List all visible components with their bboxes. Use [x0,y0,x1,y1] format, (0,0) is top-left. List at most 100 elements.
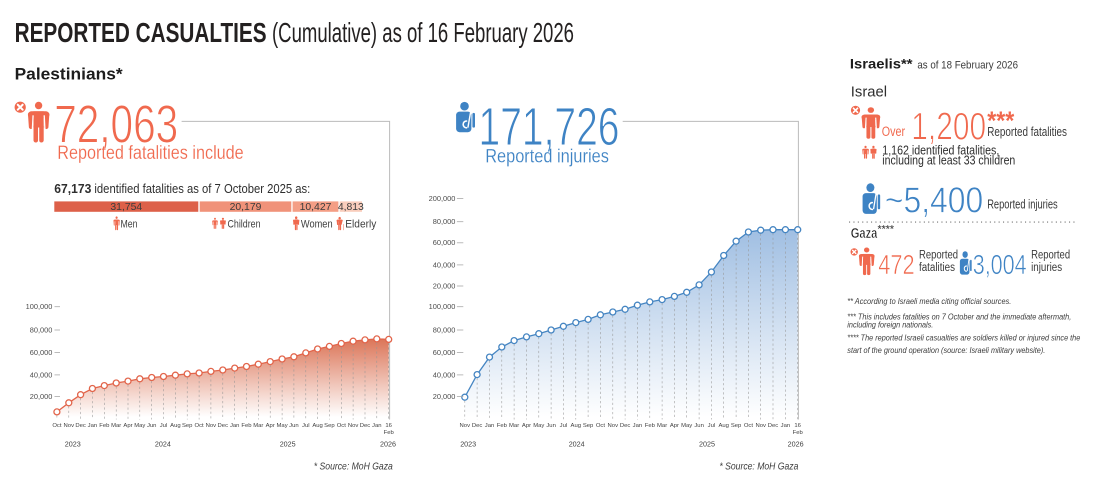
svg-text:including foreign nationals.: including foreign nationals. [847,320,933,330]
svg-text:* Source: MoH Gaza: * Source: MoH Gaza [314,461,393,473]
svg-text:Nov: Nov [206,423,217,429]
svg-text:Apr: Apr [522,423,531,429]
svg-text:2023: 2023 [65,440,81,449]
svg-text:Aug: Aug [312,423,322,429]
svg-text:Feb: Feb [99,423,110,429]
svg-text:Jan: Jan [485,423,495,429]
svg-text:10,427: 10,427 [300,202,332,213]
svg-text:Jun: Jun [546,423,556,429]
svg-text:60,000: 60,000 [433,238,456,247]
svg-text:2025: 2025 [699,440,715,449]
svg-text:Jul: Jul [560,423,568,429]
svg-text:Nov: Nov [608,423,619,429]
svg-text:Women: Women [301,218,333,230]
svg-text:40,000: 40,000 [433,370,456,379]
svg-text:2023: 2023 [460,440,476,449]
svg-text:Sep: Sep [583,423,594,429]
svg-text:Jul: Jul [708,423,716,429]
svg-text:Apr: Apr [123,423,132,429]
svg-text:60,000: 60,000 [433,348,456,357]
svg-text:Feb: Feb [384,430,395,436]
svg-text:Feb: Feb [497,423,508,429]
svg-text:Apr: Apr [670,423,679,429]
svg-text:Reported fatalities include: Reported fatalities include [57,143,243,164]
svg-text:Mar: Mar [657,423,667,429]
svg-text:Elderly: Elderly [345,218,377,230]
svg-text:Aug: Aug [571,423,581,429]
svg-text:Gaza: Gaza [851,225,878,242]
svg-text:4,813: 4,813 [338,202,364,213]
svg-text:2024: 2024 [569,440,585,449]
svg-text:80,000: 80,000 [30,325,53,334]
svg-text:Aug: Aug [170,423,180,429]
svg-text:Jul: Jul [302,423,310,429]
svg-text:Feb: Feb [645,423,656,429]
svg-text:Jun: Jun [289,423,299,429]
svg-text:Israel: Israel [851,85,887,101]
svg-text:1,200: 1,200 [911,106,986,149]
svg-text:3,004: 3,004 [973,249,1027,280]
svg-text:Oct: Oct [596,423,606,429]
svg-text:Jun: Jun [694,423,704,429]
svg-text:2024: 2024 [155,440,171,449]
svg-text:20,179: 20,179 [230,202,262,213]
svg-text:Children: Children [228,218,261,230]
svg-text:Apr: Apr [266,423,275,429]
svg-text:Nov: Nov [64,423,75,429]
svg-text:** According to Israeli media: ** According to Israeli media citing off… [847,296,1011,306]
svg-text:Sep: Sep [324,423,335,429]
svg-text:****: **** [878,224,895,236]
svg-text:Jun: Jun [147,423,157,429]
svg-text:20,000: 20,000 [433,392,456,401]
svg-text:Jan: Jan [88,423,98,429]
svg-text:Reported fatalities: Reported fatalities [987,125,1067,139]
svg-text:Dec: Dec [218,423,229,429]
svg-text:Jan: Jan [372,423,382,429]
svg-text:Dec: Dec [620,423,631,429]
svg-text:Dec: Dec [472,423,483,429]
svg-text:20,000: 20,000 [433,281,456,290]
svg-text:fatalities: fatalities [919,262,955,274]
svg-text:Reported: Reported [919,250,958,262]
svg-text:Feb: Feb [793,430,804,436]
svg-text:31,754: 31,754 [110,202,142,213]
svg-text:as of 18 February 2026: as of 18 February 2026 [917,60,1018,72]
svg-text:16: 16 [385,423,392,429]
svg-text:40,000: 40,000 [433,260,456,269]
svg-text:Israelis**: Israelis** [850,57,913,72]
svg-text:100,000: 100,000 [429,302,456,311]
svg-text:Nov: Nov [348,423,359,429]
svg-text:Reported injuries: Reported injuries [987,198,1057,212]
svg-text:80,000: 80,000 [433,325,456,334]
svg-text:Oct: Oct [52,423,62,429]
svg-text:Jan: Jan [230,423,240,429]
svg-text:~5,400: ~5,400 [885,180,983,221]
svg-text:start of the ground operation: start of the ground operation (source: I… [847,345,1045,355]
svg-text:Nov: Nov [755,423,766,429]
svg-text:Mar: Mar [111,423,121,429]
svg-text:Oct: Oct [195,423,205,429]
svg-text:Over: Over [882,124,906,139]
svg-text:Dec: Dec [360,423,371,429]
svg-text:Reported injuries: Reported injuries [485,147,609,168]
svg-text:Feb: Feb [241,423,252,429]
svg-text:Reported: Reported [1031,250,1070,262]
svg-text:40,000: 40,000 [30,370,53,379]
svg-text:Men: Men [121,218,138,230]
svg-text:May: May [134,423,145,429]
svg-text:2026: 2026 [788,440,804,449]
svg-text:* Source: MoH Gaza: * Source: MoH Gaza [719,461,798,473]
svg-text:60,000: 60,000 [30,348,53,357]
svg-text:Oct: Oct [337,423,347,429]
svg-text:200,000: 200,000 [429,194,456,203]
svg-text:Nov: Nov [460,423,471,429]
svg-text:Mar: Mar [253,423,263,429]
svg-text:May: May [681,423,692,429]
svg-text:100,000: 100,000 [26,302,53,311]
svg-text:May: May [533,423,544,429]
svg-text:Sep: Sep [731,423,742,429]
svg-text:67,173 identified fatalities a: 67,173 identified fatalities as of 7 Oct… [54,181,310,196]
svg-text:2025: 2025 [280,440,296,449]
svg-text:**** The reported Israeli casu: **** The reported Israeli casualties are… [847,333,1080,343]
svg-text:2026: 2026 [380,440,396,449]
